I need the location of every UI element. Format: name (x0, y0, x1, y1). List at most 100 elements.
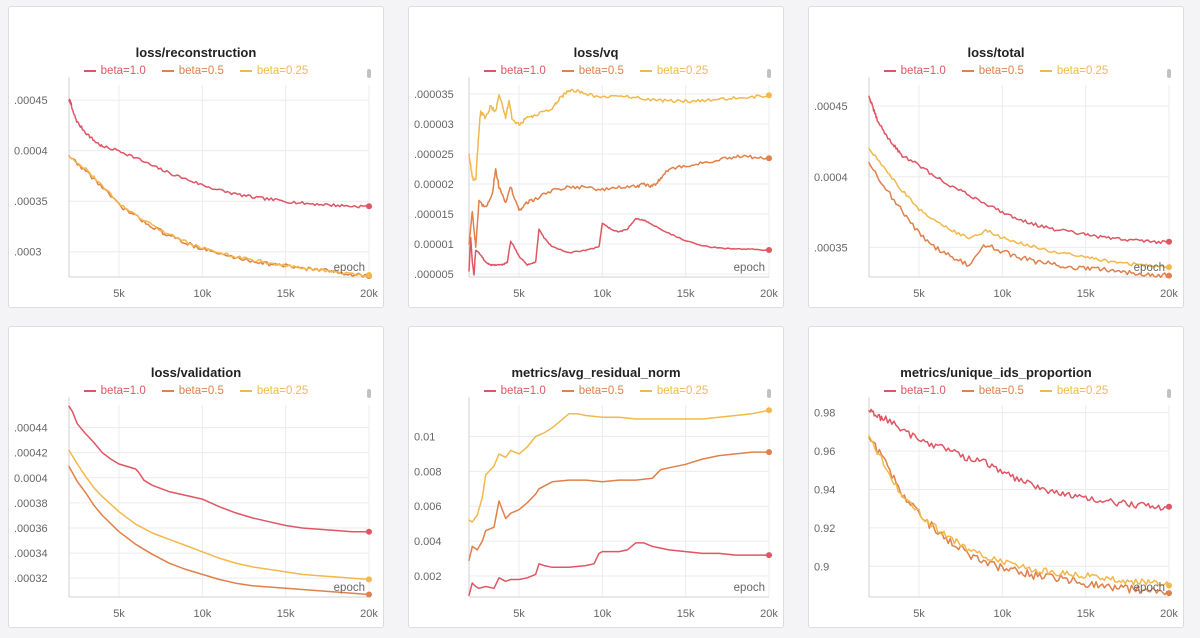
y-tick-label: 0.92 (814, 523, 835, 535)
x-tick-label: 20k (1160, 608, 1178, 620)
series-line[interactable] (468, 542, 770, 597)
x-axis-label: epoch (334, 582, 365, 594)
series-line[interactable] (868, 434, 1170, 587)
x-axis-label: epoch (1134, 582, 1165, 594)
legend-item[interactable]: beta=1.0 (483, 65, 546, 77)
x-tick-label: 10k (993, 608, 1011, 620)
legend-scrollbar[interactable] (1167, 389, 1171, 398)
series-end-marker (766, 247, 772, 253)
series-line[interactable] (68, 465, 370, 596)
chart-title: loss/total (967, 45, 1025, 60)
legend-label: beta=0.5 (178, 65, 224, 77)
series-end-marker (766, 92, 772, 99)
series-line[interactable] (868, 147, 1170, 269)
legend-scrollbar[interactable] (367, 389, 371, 398)
legend-item[interactable]: beta=0.25 (1039, 385, 1108, 397)
x-axis-label: epoch (734, 262, 765, 274)
x-tick-label: 15k (677, 288, 695, 300)
legend: beta=1.0 beta=0.5 beta=0.25 (409, 385, 783, 397)
legend-item[interactable]: beta=0.25 (239, 385, 309, 397)
legend-item[interactable]: beta=0.25 (639, 65, 708, 77)
series-end-marker (366, 203, 372, 210)
legend-item[interactable]: beta=0.5 (161, 65, 224, 77)
legend-label: beta=1.0 (500, 385, 546, 397)
chart-panel: loss/validation beta=1.0 beta=0.5 beta=0.25… (8, 326, 384, 628)
series-end-marker (766, 552, 772, 559)
line-chart: 0.002 0.004 0.006 0.008 0.01 5k 10k 15k 20k epoch (414, 397, 778, 620)
series-line[interactable] (68, 154, 370, 277)
legend-item[interactable]: beta=0.25 (239, 65, 308, 77)
legend-swatch (961, 390, 974, 392)
legend-item[interactable]: beta=1.0 (483, 385, 546, 397)
legend-swatch (1039, 390, 1052, 392)
legend-item[interactable]: beta=0.25 (639, 385, 709, 397)
y-tick-label: .000005 (414, 269, 454, 281)
legend-swatch (83, 390, 96, 392)
y-tick-label: 0.006 (414, 501, 442, 513)
legend-item[interactable]: beta=0.5 (561, 65, 624, 77)
legend-item[interactable]: beta=0.5 (561, 385, 624, 397)
legend: beta=1.0 beta=0.5 beta=0.25 (9, 385, 383, 397)
legend-item[interactable]: beta=1.0 (83, 65, 146, 77)
legend-swatch (561, 70, 574, 72)
y-tick-label: 0.00001 (414, 239, 454, 251)
series-line[interactable] (468, 409, 770, 523)
series-line[interactable] (468, 154, 770, 248)
series-line[interactable] (68, 405, 370, 533)
series-line[interactable] (868, 95, 1170, 245)
x-tick-label: 20k (1160, 288, 1178, 300)
legend-swatch (239, 70, 252, 72)
series-end-marker (766, 155, 772, 162)
legend-item[interactable]: beta=1.0 (883, 65, 946, 77)
y-tick-label: 0.9 (814, 561, 829, 573)
y-tick-label: .00044 (14, 423, 48, 435)
legend-label: beta=1.0 (900, 385, 946, 397)
y-tick-label: .00032 (14, 573, 48, 585)
legend-item[interactable]: beta=0.5 (961, 385, 1024, 397)
x-axis-label: epoch (734, 582, 765, 594)
legend-item[interactable]: beta=1.0 (883, 385, 946, 397)
legend-swatch (483, 390, 496, 392)
legend-scrollbar[interactable] (767, 389, 771, 398)
x-axis-label: epoch (1134, 262, 1165, 274)
series-line[interactable] (868, 408, 1170, 511)
y-tick-label: 0.01 (414, 431, 435, 443)
y-tick-label: 0.0004 (14, 473, 48, 485)
series-line[interactable] (68, 154, 370, 278)
x-tick-label: 15k (277, 608, 295, 620)
legend: beta=1.0 beta=0.5 beta=0.25 (809, 65, 1183, 77)
series-line[interactable] (868, 436, 1170, 596)
legend-item[interactable]: beta=0.5 (161, 385, 224, 397)
series-line[interactable] (68, 449, 370, 581)
y-tick-label: 0.0004 (814, 172, 848, 184)
series-line[interactable] (868, 161, 1170, 279)
legend-scrollbar[interactable] (767, 69, 771, 78)
legend-label: beta=1.0 (900, 65, 946, 77)
legend-swatch (883, 70, 896, 72)
x-tick-label: 10k (593, 288, 611, 300)
series-line[interactable] (468, 451, 770, 562)
y-tick-label: .000035 (414, 89, 454, 101)
legend-label: beta=0.25 (656, 385, 709, 397)
series-line[interactable] (68, 98, 370, 209)
legend-item[interactable]: beta=1.0 (83, 385, 146, 397)
series-line[interactable] (468, 217, 770, 276)
x-tick-label: 5k (113, 608, 125, 620)
x-tick-label: 5k (913, 608, 925, 620)
legend-swatch (161, 390, 174, 392)
legend-scrollbar[interactable] (367, 69, 371, 78)
x-tick-label: 5k (913, 288, 925, 300)
series-line[interactable] (468, 88, 770, 182)
legend-label: beta=1.0 (500, 65, 546, 77)
legend: beta=1.0 beta=0.5 beta=0.25 (809, 385, 1183, 397)
series-end-marker (1166, 582, 1172, 589)
x-axis-label: epoch (334, 262, 365, 274)
legend-item[interactable]: beta=0.5 (961, 65, 1024, 77)
y-tick-label: 0.0004 (14, 146, 48, 158)
legend-label: beta=0.25 (256, 385, 309, 397)
legend-scrollbar[interactable] (1167, 69, 1171, 78)
legend-swatch (483, 70, 496, 72)
y-tick-label: .00035 (14, 196, 48, 208)
y-tick-label: 0.008 (414, 466, 442, 478)
legend-item[interactable]: beta=0.25 (1039, 65, 1108, 77)
